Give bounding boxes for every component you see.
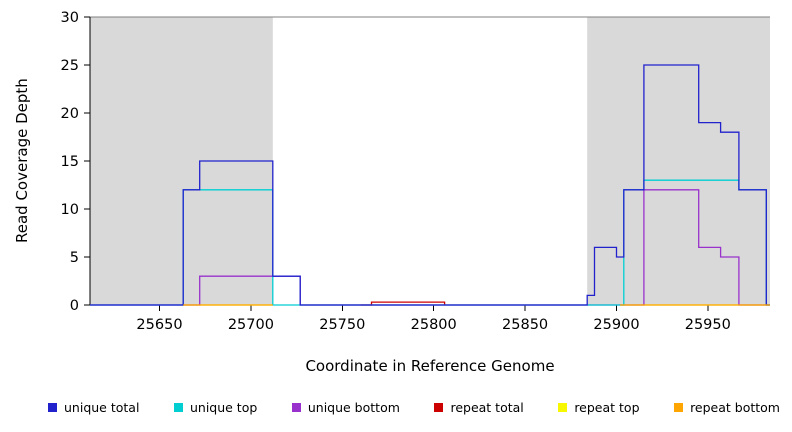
x-tick-label: 25900 (593, 317, 639, 333)
legend-item-unique-total: unique total (48, 400, 139, 415)
legend-label-repeat-top: repeat top (574, 400, 640, 415)
x-tick-label: 25650 (136, 317, 182, 333)
series-line-unique-total (90, 64, 770, 306)
x-axis-title: Coordinate in Reference Genome (305, 357, 555, 375)
legend-item-repeat-total: repeat total (434, 400, 524, 415)
x-tick-label: 25750 (319, 317, 365, 333)
legend-swatch-repeat-top (558, 403, 568, 412)
legend-label-unique-total: unique total (64, 400, 140, 415)
legend-swatch-repeat-bottom (674, 403, 684, 412)
legend-item-unique-bottom: unique bottom (291, 400, 400, 415)
legend-label-unique-top: unique top (189, 400, 258, 415)
legend-label-repeat-bottom: repeat bottom (690, 400, 780, 415)
chart-legend: unique total unique top unique bottom re… (48, 400, 780, 415)
legend-swatch-unique-bottom (291, 403, 301, 412)
x-tick-label: 25700 (228, 317, 274, 333)
y-tick-label: 10 (61, 202, 79, 218)
legend-item-unique-top: unique top (173, 400, 258, 415)
y-tick-label: 5 (70, 250, 79, 266)
series-line-unique-bottom (90, 189, 770, 306)
legend-swatch-unique-total (48, 403, 57, 412)
y-tick-label: 25 (61, 58, 79, 74)
y-tick-label: 20 (61, 106, 79, 122)
legend-label-unique-bottom: unique bottom (307, 400, 400, 415)
y-tick-label: 0 (70, 298, 79, 314)
y-tick-label: 15 (61, 154, 79, 170)
legend-item-repeat-top: repeat top (558, 400, 640, 415)
legend-swatch-repeat-total (434, 403, 444, 412)
legend-label-repeat-total: repeat total (450, 400, 524, 415)
shaded-region (587, 17, 770, 305)
x-tick-label: 25850 (502, 317, 548, 333)
x-tick-label: 25950 (685, 317, 731, 333)
x-tick-label: 25800 (411, 317, 457, 333)
legend-item-repeat-bottom: repeat bottom (674, 400, 780, 415)
y-axis-title: Read Coverage Depth (13, 78, 31, 244)
y-tick-label: 30 (61, 10, 79, 26)
legend-swatch-unique-top (173, 403, 183, 412)
